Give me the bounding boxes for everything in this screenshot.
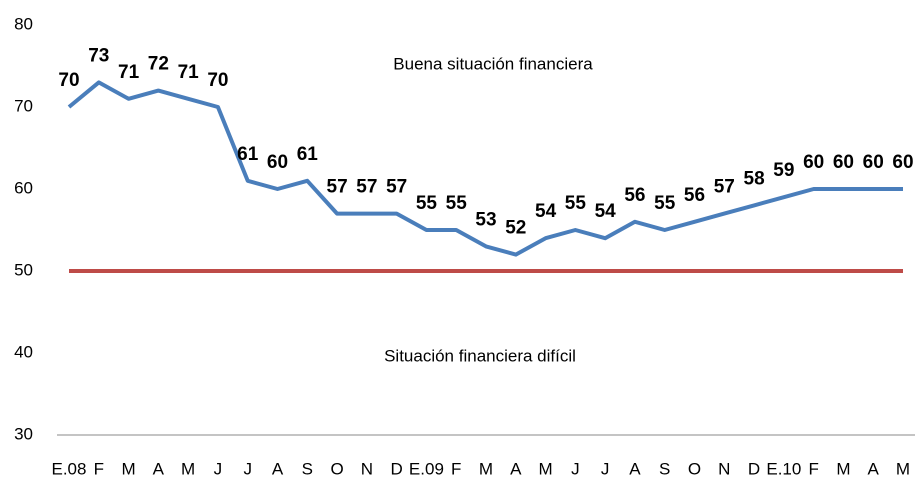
x-tick-label: J xyxy=(571,459,580,478)
y-tick-label: 60 xyxy=(14,178,33,197)
data-label: 71 xyxy=(118,62,140,83)
data-label: 60 xyxy=(833,152,854,173)
data-label: 60 xyxy=(863,152,884,173)
x-tick-label: M xyxy=(181,459,195,478)
data-label: 56 xyxy=(624,185,645,206)
annotation: Buena situación financiera xyxy=(393,54,593,73)
data-label: 70 xyxy=(207,70,228,91)
data-label: 55 xyxy=(446,193,468,214)
data-label: 72 xyxy=(148,54,169,75)
x-tick-label: S xyxy=(659,459,670,478)
x-tick-label: F xyxy=(808,459,818,478)
data-label: 55 xyxy=(416,193,438,214)
x-tick-label: N xyxy=(361,459,373,478)
data-label: 57 xyxy=(714,177,735,198)
y-tick-label: 50 xyxy=(14,260,33,279)
data-label: 60 xyxy=(892,152,913,173)
x-tick-label: D xyxy=(748,459,760,478)
data-label: 55 xyxy=(654,193,676,214)
y-tick-label: 30 xyxy=(14,424,33,443)
x-tick-label: F xyxy=(94,459,104,478)
x-tick-label: N xyxy=(718,459,730,478)
data-label: 70 xyxy=(58,70,79,91)
data-label: 59 xyxy=(773,160,794,181)
x-tick-label: S xyxy=(302,459,313,478)
data-label: 56 xyxy=(684,185,705,206)
y-tick-label: 80 xyxy=(14,14,33,33)
data-label: 61 xyxy=(237,144,259,165)
data-label: 61 xyxy=(297,144,319,165)
x-tick-label: J xyxy=(214,459,223,478)
y-tick-label: 70 xyxy=(14,96,33,115)
data-label: 60 xyxy=(803,152,824,173)
x-tick-label: O xyxy=(688,459,701,478)
x-tick-label: J xyxy=(601,459,610,478)
data-label: 54 xyxy=(535,201,557,222)
data-label: 73 xyxy=(88,45,109,66)
y-tick-label: 40 xyxy=(14,342,33,361)
data-label: 57 xyxy=(386,177,407,198)
data-label: 57 xyxy=(356,177,377,198)
x-tick-label: M xyxy=(896,459,910,478)
data-label: 55 xyxy=(565,193,587,214)
annotation: Situación financiera difícil xyxy=(384,346,576,365)
data-label: 71 xyxy=(178,62,200,83)
data-label: 57 xyxy=(327,177,348,198)
x-tick-label: E.09 xyxy=(409,459,444,478)
x-tick-label: M xyxy=(121,459,135,478)
x-tick-label: M xyxy=(479,459,493,478)
x-tick-label: E.10 xyxy=(766,459,801,478)
x-tick-label: A xyxy=(272,459,284,478)
data-label: 53 xyxy=(475,209,496,230)
x-tick-label: M xyxy=(538,459,552,478)
data-label: 58 xyxy=(744,168,765,189)
x-tick-label: A xyxy=(153,459,165,478)
x-tick-label: A xyxy=(868,459,880,478)
x-tick-label: M xyxy=(836,459,850,478)
data-label: 52 xyxy=(505,218,526,239)
x-tick-label: O xyxy=(330,459,343,478)
line xyxy=(67,80,903,257)
x-tick-label: D xyxy=(391,459,403,478)
x-tick-label: J xyxy=(243,459,252,478)
x-tick-label: A xyxy=(510,459,522,478)
data-label: 60 xyxy=(267,152,288,173)
x-tick-label: A xyxy=(629,459,641,478)
x-tick-label: E.08 xyxy=(52,459,87,478)
x-tick-label: F xyxy=(451,459,461,478)
data-label: 54 xyxy=(595,201,617,222)
